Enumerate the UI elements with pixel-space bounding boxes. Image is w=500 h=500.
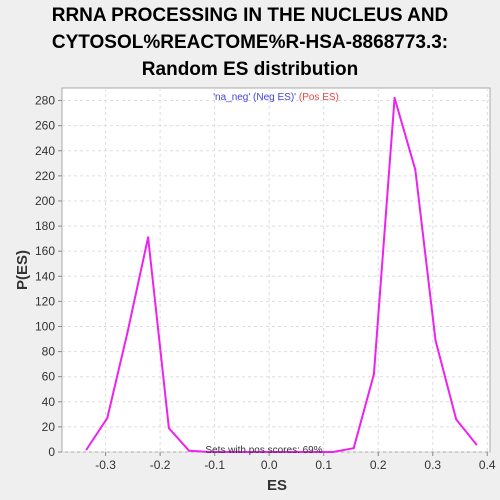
y-tick-label: 120 — [35, 294, 55, 308]
x-tick-label: -0.2 — [150, 458, 171, 472]
y-tick-label: 140 — [35, 269, 55, 283]
chart-title-line-2: CYTOSOL%REACTOME%R-HSA-8868773.3: — [51, 32, 449, 53]
data-point — [414, 168, 417, 171]
data-point — [393, 97, 396, 100]
data-point — [475, 443, 478, 446]
positive-scores-note: Sets with pos scores: 69% — [205, 445, 322, 456]
x-axis-title: ES — [267, 477, 287, 494]
x-tick-label: 0.4 — [479, 458, 496, 472]
x-tick-label: -0.3 — [95, 458, 116, 472]
y-tick-label: 100 — [35, 319, 55, 333]
grid — [62, 88, 490, 453]
y-tick-label: 0 — [48, 445, 55, 459]
legend-part-2: Neg ES)' — [256, 92, 298, 103]
x-tick-label: 0.0 — [261, 458, 278, 472]
data-point — [249, 451, 252, 453]
data-point — [188, 449, 191, 452]
data-point — [352, 447, 355, 450]
y-tick-label: 40 — [42, 395, 56, 409]
y-tick-label: 20 — [42, 420, 56, 434]
y-tick-label: 160 — [35, 244, 55, 258]
data-point — [106, 417, 109, 420]
data-point — [229, 451, 232, 453]
y-tick-label: 260 — [35, 119, 55, 133]
data-point — [167, 427, 170, 430]
y-tick-label: 200 — [35, 194, 55, 208]
chart-title: RRNA PROCESSING IN THE NUCLEUS AND CYTOS… — [0, 2, 500, 83]
y-tick-label: 180 — [35, 219, 55, 233]
legend: 'na_neg' (Neg ES)' (Pos ES) — [213, 92, 339, 103]
data-point — [455, 418, 458, 421]
data-point — [147, 236, 150, 239]
data-point — [85, 448, 88, 451]
series-group — [85, 97, 478, 453]
y-tick-label: 240 — [35, 144, 55, 158]
y-tick-label: 280 — [35, 94, 55, 108]
data-point — [331, 451, 334, 453]
legend-part-3: (Pos ES) — [299, 92, 339, 103]
chart-title-line-3: Random ES distribution — [141, 59, 359, 80]
y-tick-label: 60 — [42, 370, 56, 384]
legend-part-1: 'na_neg' ( — [213, 92, 257, 103]
data-point — [270, 451, 273, 453]
series-line — [85, 97, 478, 453]
y-axis-title: P(ES) — [14, 250, 31, 290]
data-point — [434, 339, 437, 342]
x-tick-label: 0.1 — [315, 458, 332, 472]
axes: 0 20 40 60 80 100 120 140 160 180 200 220 240 260 280 -… — [35, 94, 496, 472]
data-point — [372, 373, 375, 376]
y-tick-label: 80 — [42, 345, 56, 359]
plot-area — [61, 87, 491, 453]
data-point — [291, 451, 294, 453]
data-point — [208, 451, 211, 453]
y-tick-label: 220 — [35, 169, 55, 183]
data-point — [126, 331, 129, 334]
x-tick-label: 0.3 — [424, 458, 441, 472]
data-point — [311, 451, 314, 453]
chart-title-line-1: RRNA PROCESSING IN THE NUCLEUS AND — [51, 5, 449, 26]
x-tick-label: -0.1 — [204, 458, 225, 472]
x-tick-label: 0.2 — [370, 458, 387, 472]
